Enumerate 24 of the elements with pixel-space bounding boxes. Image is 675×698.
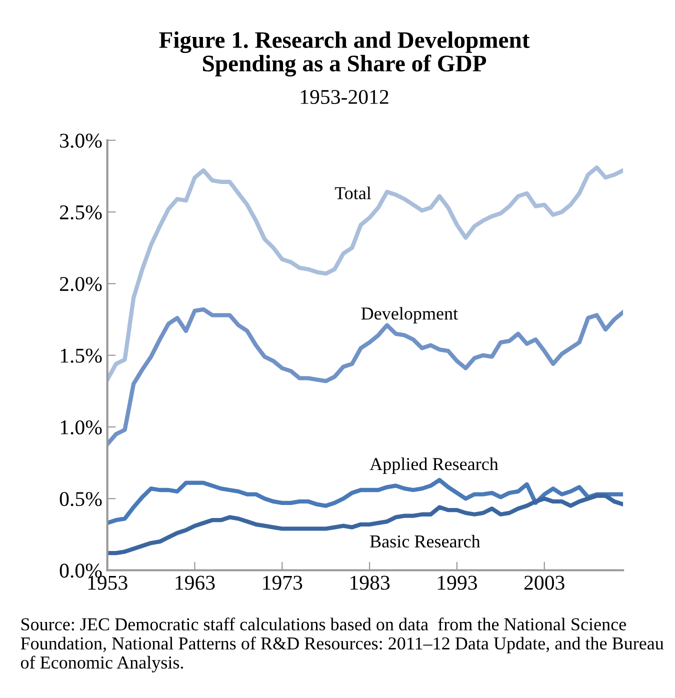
source-note: Source: JEC Democratic staff calculations based on data from the National Science Foundation, National Patterns of R&D Resources: 2011–12 Data Update, and the Bureau of Economic Analysis. bbox=[20, 618, 664, 672]
line-series bbox=[107, 478, 624, 526]
y-tick-label: 2.5% bbox=[60, 205, 102, 220]
chart-subtitle: 1953-2012 bbox=[300, 90, 388, 104]
series-label: Development bbox=[361, 306, 458, 324]
y-tick-label: 1.0% bbox=[60, 420, 102, 434]
x-tick-label: 1983 bbox=[350, 576, 390, 590]
y-tick-label: 0.5% bbox=[60, 492, 102, 506]
line-series bbox=[107, 494, 624, 556]
line-series bbox=[107, 165, 624, 382]
x-tick-label: 1963 bbox=[176, 576, 215, 590]
chart-title: Figure 1. Research and Development Spending as a Share of GDP bbox=[159, 31, 530, 77]
series-label: Basic Research bbox=[370, 534, 480, 548]
series-label: Total bbox=[334, 186, 372, 200]
series-label: Applied Research bbox=[370, 457, 498, 474]
x-tick-label: 1993 bbox=[438, 576, 477, 590]
line-series bbox=[107, 307, 624, 446]
x-tick-label: 2003 bbox=[524, 576, 564, 590]
y-tick-label: 2.0% bbox=[60, 276, 102, 292]
y-tick-label: 1.5% bbox=[60, 348, 102, 363]
x-tick-label: 1953 bbox=[88, 576, 128, 590]
y-tick-label: 0.0% bbox=[60, 564, 102, 578]
x-tick-label: 1973 bbox=[263, 576, 302, 590]
y-tick-label: 3.0% bbox=[60, 134, 102, 148]
